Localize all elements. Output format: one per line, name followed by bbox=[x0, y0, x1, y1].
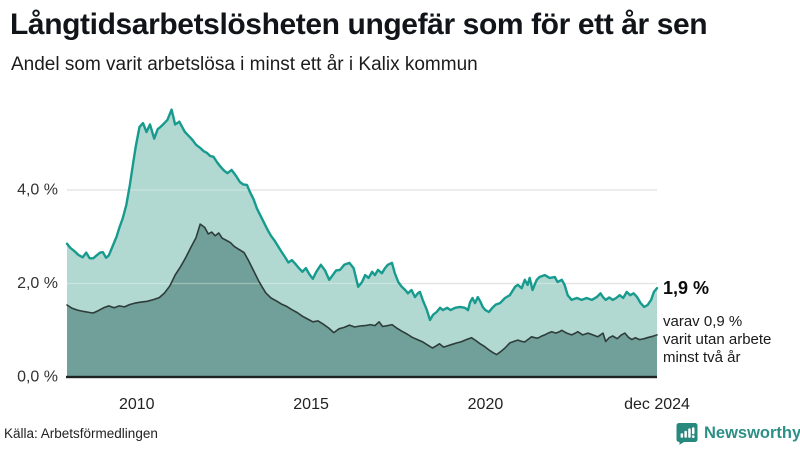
x-axis-tick-label: 2010 bbox=[119, 396, 155, 413]
x-axis-tick-label: 2020 bbox=[468, 396, 504, 413]
x-axis-tick-label: 2015 bbox=[293, 396, 329, 413]
x-axis-baseline bbox=[66, 375, 657, 379]
x-axis-tick-label: dec 2024 bbox=[624, 396, 690, 413]
y-axis-tick-label: 0,0 % bbox=[17, 369, 58, 386]
y-axis-tick-label: 4,0 % bbox=[17, 182, 58, 199]
brand-name-label: Newsworthy bbox=[704, 423, 800, 442]
y-axis-tick-label: 2,0 % bbox=[17, 275, 58, 292]
newsworthy-brand: Newsworthy bbox=[676, 421, 800, 445]
source-credit: Källa: Arbetsförmedlingen bbox=[4, 426, 158, 441]
end-value-breakdown-label: varav 0,9 % varit utan arbete minst två … bbox=[663, 313, 771, 367]
area-two-years-series bbox=[67, 224, 657, 377]
breakdown-line-2: varit utan arbete bbox=[663, 331, 772, 348]
breakdown-line-1: varav 0,9 % bbox=[663, 313, 743, 330]
bar-chart-speech-bubble-icon bbox=[676, 422, 698, 445]
breakdown-line-3: minst två år bbox=[663, 349, 741, 366]
end-value-total-label: 1,9 % bbox=[663, 278, 710, 298]
chart-subtitle: Andel som varit arbetslösa i minst ett å… bbox=[11, 54, 478, 75]
line-total-series bbox=[65, 108, 659, 322]
line-two-years-series bbox=[66, 223, 658, 356]
page-title: Långtidsarbetslösheten ungefär som för e… bbox=[10, 8, 708, 41]
